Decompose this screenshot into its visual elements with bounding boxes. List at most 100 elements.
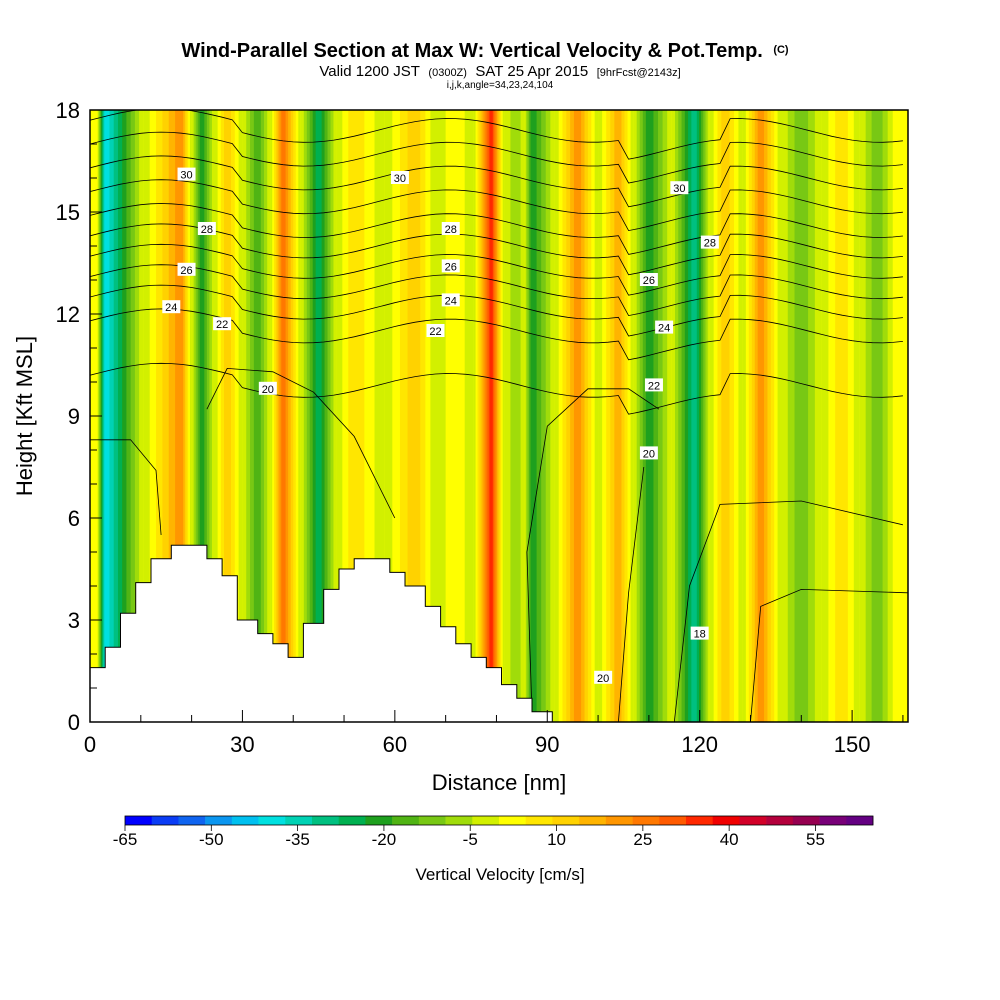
isentrope-line — [618, 466, 645, 722]
velocity-column — [253, 110, 261, 722]
velocity-column — [835, 110, 848, 722]
contour-label-text: 24 — [658, 323, 670, 335]
colorbar-label: -5 — [463, 830, 478, 849]
contour-label: 20 — [258, 381, 277, 396]
x-axis: 0 30 60 90 120 150 — [84, 710, 904, 757]
contour-label: 28 — [441, 222, 460, 236]
colorbar-frame — [124, 815, 874, 826]
contour-label-box — [639, 273, 658, 286]
y-tick-label: 18 — [56, 98, 80, 123]
theta-contour-labels: 30 30 30 28 28 28 26 26 26 24 24 24 22 22 22 20 20 18 20 — [162, 167, 719, 685]
chart-title-text: Wind-Parallel Section at Max W: Vertical… — [181, 40, 762, 62]
x-tick-label: 0 — [84, 732, 96, 757]
subtitle-indices: i,j,k,angle=34,23,24,104 — [447, 80, 554, 91]
y-axis: 0 3 6 9 12 15 18 — [56, 98, 102, 735]
x-axis-label: Distance [nm] — [432, 770, 567, 795]
velocity-column — [794, 110, 809, 722]
velocity-column — [224, 110, 231, 722]
theta-contours — [90, 110, 908, 722]
contour-label: 18 — [690, 626, 709, 641]
contour-label-text: 26 — [180, 265, 192, 277]
contour-label-text: 26 — [445, 261, 457, 273]
contour-label: 20 — [594, 670, 613, 685]
isentrope-line — [90, 179, 903, 232]
contour-label-box — [644, 378, 663, 392]
contour-label-text: 24 — [445, 295, 457, 307]
contour-label: 28 — [700, 235, 719, 250]
contour-label-box — [258, 381, 277, 395]
contour-label-text: 28 — [704, 238, 716, 250]
contour-label: 24 — [441, 293, 460, 307]
colorbar-swatch — [285, 816, 313, 825]
contour-label: 24 — [162, 300, 181, 314]
contour-label-text: 28 — [201, 224, 213, 236]
isentrope-line — [90, 264, 903, 317]
subtitle-fcst: [9hrFcst@2143z] — [597, 67, 681, 79]
contour-label-text: 22 — [429, 326, 441, 338]
colorbar-swatch — [686, 816, 714, 825]
velocity-column — [573, 110, 582, 722]
contour-label-box — [700, 235, 719, 249]
velocity-column — [407, 110, 421, 722]
velocity-column — [175, 110, 184, 722]
colorbar-swatch — [445, 816, 473, 825]
contour-label-box — [197, 222, 216, 235]
velocity-column — [199, 110, 205, 722]
y-tick-label: 6 — [68, 506, 80, 531]
contour-label-box — [426, 324, 445, 337]
colorbar-swatch — [125, 816, 153, 825]
colorbar-swatch — [205, 816, 233, 825]
colorbar-swatch — [499, 816, 527, 825]
velocity-column — [614, 110, 622, 722]
velocity-column — [104, 110, 110, 722]
colorbar-swatch — [258, 816, 286, 825]
velocity-column — [691, 110, 697, 722]
colorbar-swatch — [605, 816, 633, 825]
colorbar-swatch — [792, 816, 820, 825]
velocity-column — [871, 110, 883, 722]
colorbar-swatch — [312, 816, 340, 825]
isentrope-line — [526, 388, 660, 716]
velocity-column — [315, 110, 322, 722]
velocity-column — [721, 110, 730, 722]
x-tick-label: 30 — [230, 732, 254, 757]
contour-label: 24 — [655, 320, 674, 335]
colorbar-swatch — [712, 816, 740, 825]
contour-label-text: 30 — [673, 183, 685, 195]
isentrope-line — [90, 203, 903, 255]
contour-label-box — [177, 167, 196, 181]
contour-label-text: 30 — [394, 173, 406, 185]
isentrope-line — [90, 243, 903, 296]
colorbar-label: 40 — [720, 830, 739, 849]
contour-label-text: 22 — [216, 319, 228, 331]
colorbar-swatch — [739, 816, 767, 825]
plot-area: 30 30 30 28 28 28 26 26 26 24 24 24 22 22 22 20 20 18 20 — [90, 110, 908, 722]
velocity-column — [489, 110, 493, 722]
contour-label-box — [441, 293, 460, 307]
contour-label-text: 20 — [597, 673, 609, 685]
contour-label-box — [441, 222, 460, 235]
colorbar-swatch — [178, 816, 206, 825]
contour-label-box — [177, 262, 196, 276]
velocity-column — [281, 110, 286, 722]
x-tick-label: 60 — [383, 732, 407, 757]
velocity-column — [510, 110, 521, 722]
contour-label-text: 22 — [648, 380, 660, 392]
colorbar-swatch — [365, 816, 393, 825]
velocity-column — [530, 110, 537, 722]
isentrope-line — [90, 223, 903, 276]
isentrope-line — [90, 131, 903, 184]
terrain — [90, 544, 553, 722]
contour-label-box — [390, 171, 409, 184]
colorbar-title: Vertical Velocity [cm/s] — [415, 865, 584, 884]
x-tick-label: 120 — [681, 732, 718, 757]
velocity-column — [757, 110, 765, 722]
contour-label-box — [670, 181, 689, 195]
subtitle-date: SAT 25 Apr 2015 — [475, 63, 588, 80]
contour-label-box — [441, 259, 460, 273]
contour-label-box — [594, 670, 613, 684]
contour-label: 22 — [644, 378, 663, 392]
isentrope-line — [206, 367, 396, 519]
colorbar-swatch — [525, 816, 553, 825]
